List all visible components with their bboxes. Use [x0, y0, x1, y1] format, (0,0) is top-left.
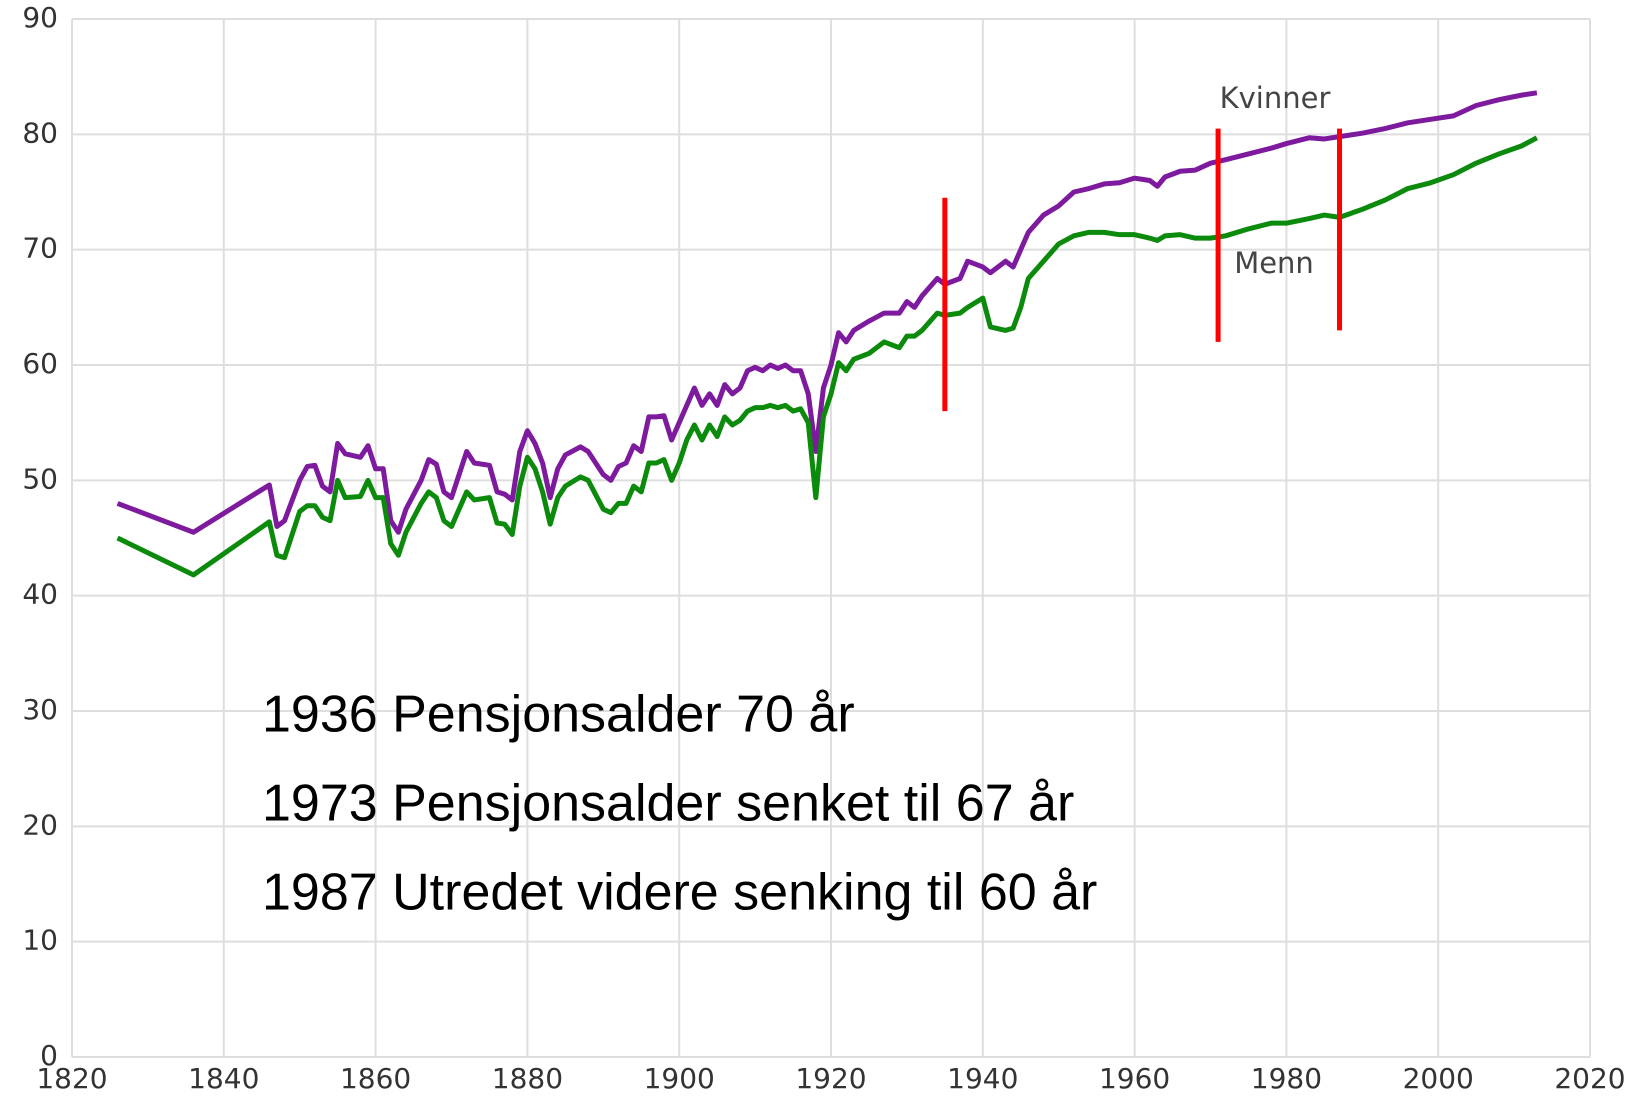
x-tick-label: 1860	[340, 1062, 411, 1095]
x-tick-label: 1960	[1099, 1062, 1170, 1095]
y-tick-label: 50	[22, 462, 58, 495]
x-tick-label: 1920	[795, 1062, 866, 1095]
series-label: Kvinner	[1220, 81, 1331, 115]
series-line	[116, 135, 1539, 578]
series-label: Menn	[1234, 246, 1314, 280]
series-line	[116, 90, 1538, 535]
x-tick-label: 2000	[1403, 1062, 1474, 1095]
y-tick-label: 30	[22, 693, 58, 726]
y-tick-label: 20	[22, 808, 58, 841]
y-tick-label: 90	[22, 1, 58, 34]
y-tick-label: 0	[40, 1039, 58, 1072]
annotation: 1936 Pensjonsalder 70 år	[262, 686, 855, 744]
x-tick-label: 1880	[492, 1062, 563, 1095]
annotation: 1973 Pensjonsalder senket til 67 år	[262, 775, 1074, 833]
x-tick-label: 1900	[644, 1062, 715, 1095]
x-tick-label: 1840	[188, 1062, 259, 1095]
y-tick-label: 60	[22, 347, 58, 380]
x-tick-label: 2020	[1554, 1062, 1625, 1095]
x-tick-label: 1980	[1251, 1062, 1322, 1095]
y-tick-label: 10	[22, 924, 58, 957]
annotation: 1987 Utredet videre senking til 60 år	[262, 864, 1097, 922]
y-tick-label: 40	[22, 578, 58, 611]
y-tick-label: 80	[22, 116, 58, 149]
y-tick-label: 70	[22, 232, 58, 265]
x-tick-label: 1820	[36, 1062, 107, 1095]
x-tick-label: 1940	[947, 1062, 1018, 1095]
